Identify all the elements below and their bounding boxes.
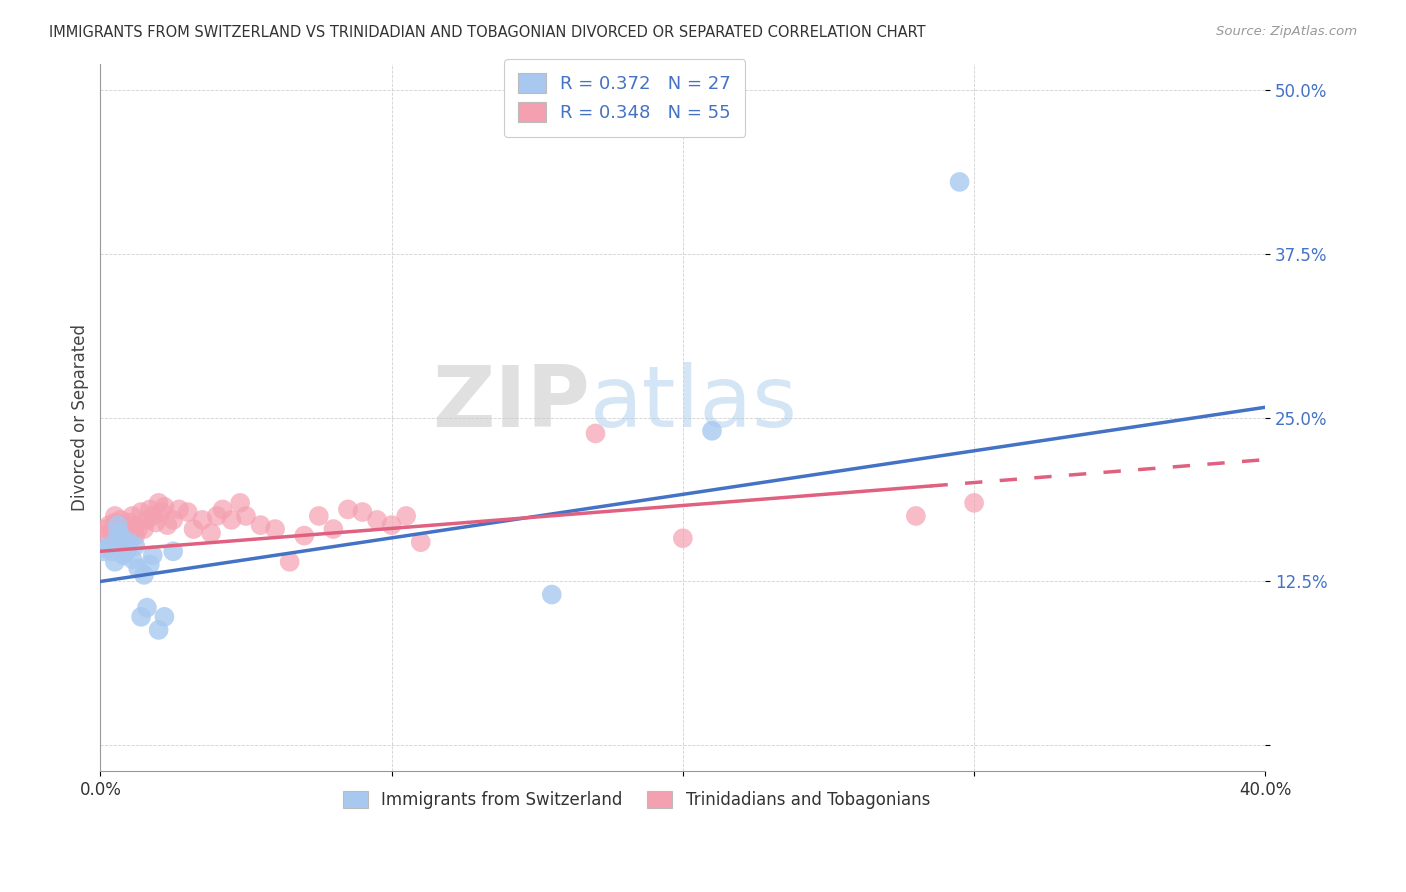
- Point: [211, 502, 233, 516]
- Point: [200, 526, 222, 541]
- Point: [162, 513, 184, 527]
- Point: [115, 518, 138, 533]
- Point: [221, 513, 243, 527]
- Point: [409, 535, 432, 549]
- Text: IMMIGRANTS FROM SWITZERLAND VS TRINIDADIAN AND TOBAGONIAN DIVORCED OR SEPARATED : IMMIGRANTS FROM SWITZERLAND VS TRINIDADI…: [49, 25, 925, 40]
- Text: ZIP: ZIP: [432, 362, 589, 445]
- Point: [112, 526, 135, 541]
- Point: [336, 502, 359, 516]
- Point: [107, 518, 129, 533]
- Point: [148, 623, 170, 637]
- Point: [322, 522, 344, 536]
- Point: [150, 505, 173, 519]
- Point: [145, 516, 167, 530]
- Point: [153, 500, 176, 514]
- Point: [127, 522, 149, 536]
- Point: [132, 568, 155, 582]
- Point: [229, 496, 252, 510]
- Point: [904, 508, 927, 523]
- Point: [118, 516, 141, 530]
- Point: [264, 522, 287, 536]
- Point: [278, 555, 301, 569]
- Point: [107, 526, 129, 541]
- Point: [183, 522, 205, 536]
- Point: [101, 526, 124, 541]
- Point: [153, 609, 176, 624]
- Point: [104, 508, 127, 523]
- Point: [136, 600, 159, 615]
- Point: [91, 544, 114, 558]
- Point: [963, 496, 986, 510]
- Point: [132, 522, 155, 536]
- Point: [129, 505, 152, 519]
- Point: [381, 518, 404, 533]
- Point: [96, 522, 118, 536]
- Point: [167, 502, 190, 516]
- Point: [177, 505, 200, 519]
- Point: [249, 518, 271, 533]
- Point: [112, 531, 135, 545]
- Point: [142, 508, 165, 523]
- Point: [124, 528, 146, 542]
- Point: [352, 505, 374, 519]
- Point: [585, 426, 607, 441]
- Legend: Immigrants from Switzerland, Trinidadians and Tobagonians: Immigrants from Switzerland, Trinidadian…: [336, 785, 936, 816]
- Point: [104, 555, 127, 569]
- Point: [91, 528, 114, 542]
- Point: [118, 535, 141, 549]
- Point: [110, 513, 132, 527]
- Point: [366, 513, 388, 527]
- Point: [148, 496, 170, 510]
- Point: [101, 544, 124, 558]
- Point: [110, 528, 132, 542]
- Text: Source: ZipAtlas.com: Source: ZipAtlas.com: [1216, 25, 1357, 38]
- Point: [292, 528, 315, 542]
- Point: [127, 561, 149, 575]
- Point: [308, 508, 330, 523]
- Point: [136, 513, 159, 527]
- Point: [540, 588, 562, 602]
- Point: [205, 508, 228, 523]
- Point: [395, 508, 418, 523]
- Point: [124, 539, 146, 553]
- Point: [139, 502, 162, 516]
- Point: [115, 544, 138, 558]
- Point: [112, 538, 135, 552]
- Point: [96, 541, 118, 556]
- Point: [162, 544, 184, 558]
- Point: [139, 558, 162, 572]
- Point: [110, 518, 132, 533]
- Point: [700, 424, 723, 438]
- Point: [124, 518, 146, 533]
- Point: [107, 531, 129, 545]
- Point: [121, 552, 143, 566]
- Point: [235, 508, 257, 523]
- Point: [156, 518, 179, 533]
- Point: [948, 175, 970, 189]
- Point: [112, 548, 135, 562]
- Text: atlas: atlas: [589, 362, 797, 445]
- Point: [129, 609, 152, 624]
- Point: [142, 548, 165, 562]
- Point: [191, 513, 214, 527]
- Point: [118, 526, 141, 541]
- Y-axis label: Divorced or Separated: Divorced or Separated: [72, 324, 89, 511]
- Point: [121, 508, 143, 523]
- Point: [98, 539, 121, 553]
- Point: [98, 518, 121, 533]
- Point: [104, 516, 127, 530]
- Point: [672, 531, 695, 545]
